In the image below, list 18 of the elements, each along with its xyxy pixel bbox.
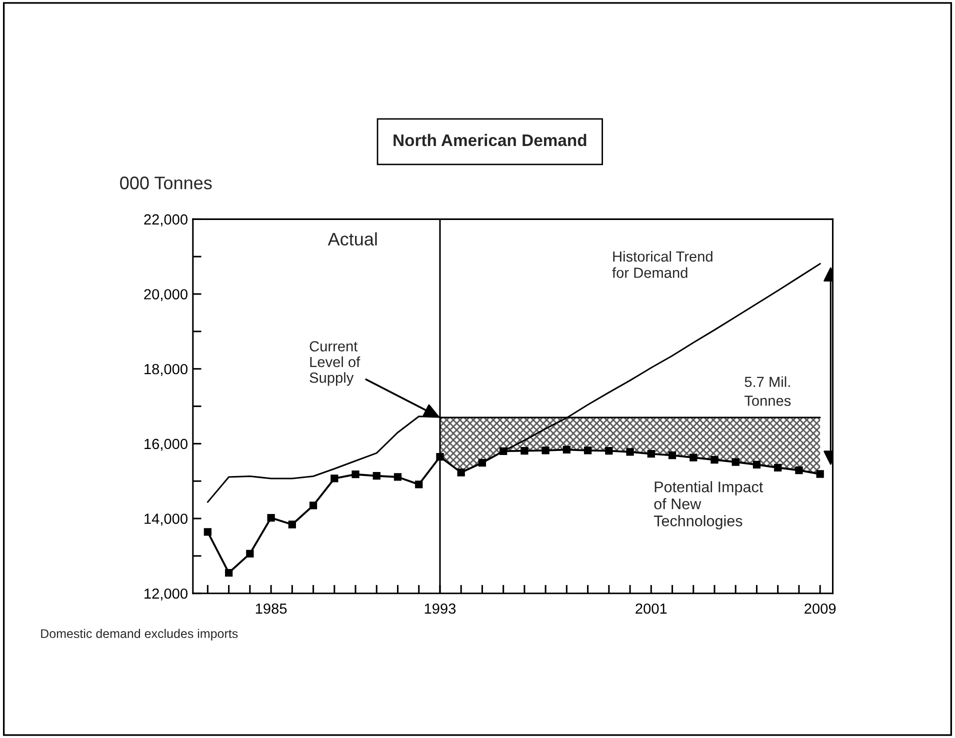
annotation: Current Level of Supply bbox=[310, 341, 360, 386]
x-tick-label: 2001 bbox=[636, 603, 667, 614]
annotation: Historical Trend for Demand bbox=[612, 250, 712, 278]
y-tick-label: 20,000 bbox=[144, 289, 188, 302]
chart-title: North American Demand bbox=[394, 134, 586, 146]
x-tick-label: 1993 bbox=[424, 603, 456, 614]
annotation: Actual bbox=[328, 232, 377, 246]
y-tick-label: 16,000 bbox=[144, 438, 188, 451]
x-tick-label: 1985 bbox=[256, 603, 287, 614]
y-axis-title: 000 Tonnes bbox=[120, 176, 212, 190]
annotation: 5.7 Mil. Tonnes bbox=[744, 376, 791, 406]
x-tick-label: 2009 bbox=[804, 603, 836, 614]
annotation: Potential Impact of New Technologies bbox=[654, 481, 764, 530]
y-tick-label: 18,000 bbox=[144, 364, 188, 376]
text: Domestic demand excludes imports bbox=[41, 628, 238, 641]
y-tick-label: 14,000 bbox=[144, 514, 188, 526]
y-tick-label: 12,000 bbox=[144, 588, 188, 600]
y-tick-label: 22,000 bbox=[144, 214, 188, 226]
